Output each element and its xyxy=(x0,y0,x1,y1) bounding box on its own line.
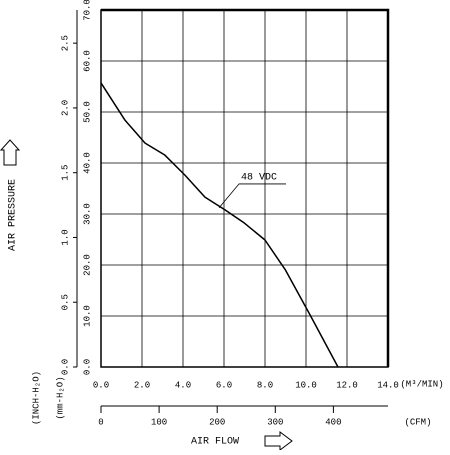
x-tick-label: 2.0 xyxy=(134,380,150,390)
y2-tick-label: 2.0 xyxy=(60,100,70,116)
y-tick-label: 40.0 xyxy=(82,152,92,174)
y2-unit: (INCH-H₂O) xyxy=(31,371,41,425)
y-tick-label: 30.0 xyxy=(82,203,92,225)
y-axis-title: AIR PRESSURE xyxy=(8,179,19,251)
plot-frame xyxy=(100,9,389,368)
x-tick-label: 8.0 xyxy=(257,380,273,390)
up-arrow xyxy=(0,139,21,166)
x-unit: (M³/MIN) xyxy=(400,379,443,389)
x2-tick-label: 100 xyxy=(151,417,167,427)
x2-tick-label: 0 xyxy=(98,417,103,427)
y2-tick-label: 1.0 xyxy=(60,229,70,245)
x-tick-label: 12.0 xyxy=(336,380,358,390)
y-tick-label: 70.0 xyxy=(82,0,92,21)
x-tick-label: 6.0 xyxy=(216,380,232,390)
x2-tick-label: 200 xyxy=(209,417,225,427)
x-tick-label: 4.0 xyxy=(175,380,191,390)
curve-label: 48 VDC xyxy=(241,173,277,184)
x-tick-label: 0.0 xyxy=(93,380,109,390)
y-tick-label: 60.0 xyxy=(82,50,92,72)
x-axis-title: AIR FLOW xyxy=(191,437,239,448)
y2-tick-label: 0.5 xyxy=(60,294,70,310)
y2-tick-label: 1.5 xyxy=(60,165,70,181)
x-tick-label: 14.0 xyxy=(377,380,399,390)
y-tick-label: 10.0 xyxy=(82,305,92,327)
y-tick-label: 50.0 xyxy=(82,101,92,123)
y2-tick-label: 0.0 xyxy=(60,359,70,375)
y-tick-label: 0.0 xyxy=(82,359,92,375)
x-tick-label: 10.0 xyxy=(295,380,317,390)
right-arrow xyxy=(264,431,293,451)
y2-tick-label: 2.5 xyxy=(60,35,70,51)
y-unit: (mm-H₂O) xyxy=(55,376,65,419)
curve xyxy=(100,82,339,368)
leader-line xyxy=(218,183,287,209)
x2-tick-label: 400 xyxy=(325,417,341,427)
x2-unit: (CFM) xyxy=(404,417,431,427)
x2-tick-label: 300 xyxy=(267,417,283,427)
y-tick-label: 20.0 xyxy=(82,254,92,276)
frame-heavy xyxy=(101,8,390,367)
